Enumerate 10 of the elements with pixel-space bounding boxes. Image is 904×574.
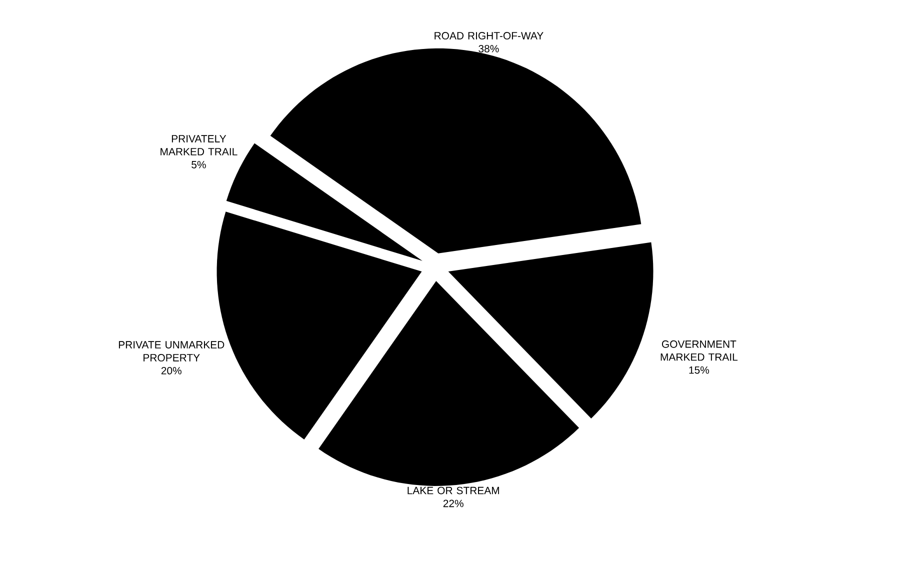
data-label: 20% bbox=[161, 366, 182, 374]
data-label: 15% bbox=[689, 366, 710, 374]
slice-label: GOVERNMENT MARKED TRAIL bbox=[660, 340, 738, 361]
slice-label: ROAD RIGHT-OF-WAY bbox=[434, 32, 544, 40]
slice-label: PRIVATE UNMARKED PROPERTY bbox=[118, 341, 224, 362]
slice-label: LAKE OR STREAM bbox=[408, 486, 499, 494]
data-label: 5% bbox=[192, 160, 206, 168]
data-label: 38% bbox=[478, 44, 499, 52]
data-label: 22% bbox=[443, 500, 464, 508]
slice-label: PRIVATELY MARKED TRAIL bbox=[160, 135, 238, 156]
